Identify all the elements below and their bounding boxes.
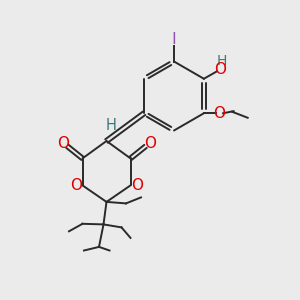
Text: H: H [217,54,227,68]
Text: H: H [106,118,116,133]
Text: O: O [214,62,226,76]
Text: I: I [172,32,176,47]
Text: O: O [214,106,226,121]
Text: O: O [70,178,82,193]
Text: O: O [144,136,156,151]
Text: O: O [131,178,143,193]
Text: O: O [57,136,69,151]
